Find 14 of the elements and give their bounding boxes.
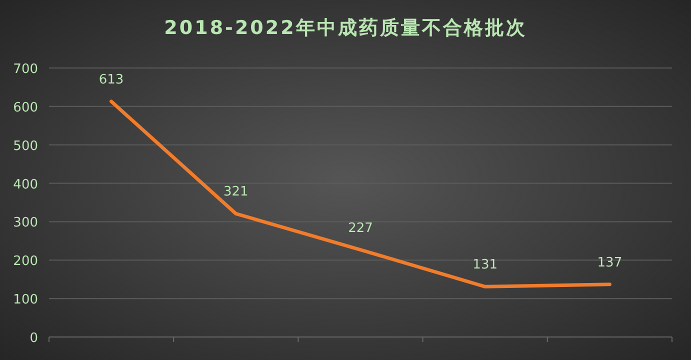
y-tick-label: 200 xyxy=(13,254,38,270)
data-label: 613 xyxy=(98,72,124,88)
data-label: 131 xyxy=(472,258,498,273)
y-tick-label: 400 xyxy=(13,177,38,192)
data-label: 227 xyxy=(348,220,373,236)
chart-title: 2018-2022年中成药质量不合格批次 xyxy=(164,17,527,39)
y-tick-label: 600 xyxy=(13,100,38,116)
y-tick-label: 500 xyxy=(13,138,38,154)
data-label: 321 xyxy=(223,184,248,200)
y-tick-label: 700 xyxy=(13,62,38,77)
y-tick-label: 100 xyxy=(13,292,38,308)
y-tick-label: 0 xyxy=(30,331,38,346)
data-label: 137 xyxy=(597,255,622,270)
y-tick-label: 300 xyxy=(13,216,38,231)
